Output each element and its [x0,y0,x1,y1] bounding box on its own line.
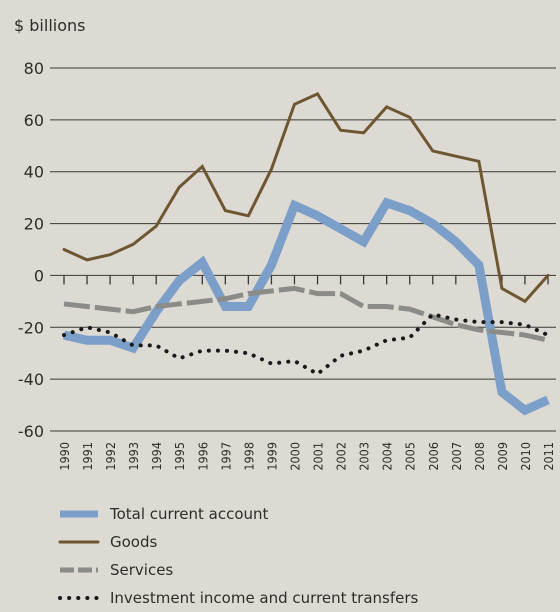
x-tick-label: 2005 [403,442,418,471]
y-tick-label: 80 [24,59,44,78]
series-line-goods [62,92,550,304]
y-tick-label: -60 [18,422,44,441]
gridlines [50,67,556,432]
x-tick-label: 1995 [172,442,187,471]
legend: Total current account Goods Services Invest… [58,500,538,612]
y-tick-label: 0 [34,266,44,285]
legend-swatch [58,540,100,544]
y-tick-labels: 80 60 40 20 0 -20 -40 -60 [18,59,44,441]
x-tick-label: 2008 [472,442,487,471]
y-axis-label: $ billions [14,16,85,35]
series-line-total-current-account [63,197,550,416]
x-tick-label: 2003 [357,442,372,471]
x-tick-label: 2006 [426,442,441,471]
x-tick-label: 1998 [241,442,256,471]
x-tick-label: 2004 [380,442,395,471]
legend-item: Services [58,556,538,584]
x-tick-label: 1994 [149,442,164,471]
legend-label: Services [110,561,174,579]
x-axis [63,275,549,285]
x-tick-label: 2011 [541,442,556,471]
x-tick-label: 1996 [195,442,210,471]
x-tick-label: 2001 [311,442,326,471]
y-tick-label: -20 [18,318,44,337]
x-tick-label: 1992 [103,442,118,471]
x-tick-label: 1997 [218,442,233,471]
x-tick-label: 1990 [57,442,72,471]
legend-label: Goods [110,533,158,551]
x-tick-labels: 1990 1991 1992 1993 1994 1995 1996 1997 1998 1999… [57,442,556,471]
x-tick-label: 2002 [334,442,349,471]
x-tick-label: 2000 [287,442,302,471]
legend-swatch [60,510,98,518]
x-tick-label: 2007 [449,442,464,471]
y-tick-label: 20 [24,215,44,234]
y-tick-label: -40 [18,370,44,389]
series-lines [62,92,550,416]
legend-label: Investment income and current transfers [110,589,419,607]
x-tick-label: 1993 [126,442,141,471]
legend-item: Goods [58,528,538,556]
x-tick-label: 2009 [495,442,510,471]
series-line-services [63,285,549,343]
x-tick-label: 1999 [264,442,279,471]
legend-item: Investment income and current transfers [58,584,538,612]
legend-swatch [58,596,100,600]
legend-label: Total current account [110,505,269,523]
y-tick-label: 40 [24,163,44,182]
x-tick-label: 1991 [80,442,95,471]
legend-swatch [60,567,98,573]
legend-item: Total current account [58,500,538,528]
series-line-investment-income-and-current-transfers [62,312,550,377]
x-tick-label: 2010 [518,442,533,471]
y-tick-label: 60 [24,111,44,130]
